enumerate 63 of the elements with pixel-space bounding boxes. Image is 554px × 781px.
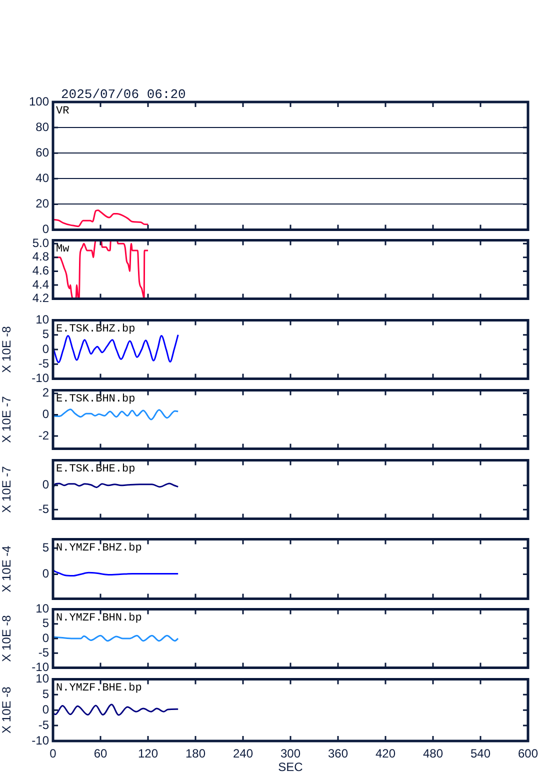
y-axis-title: X 10E -7 <box>0 466 14 513</box>
y-tick-label: 5 <box>42 327 50 342</box>
y-axis-title: X 10E -8 <box>0 686 14 734</box>
y-tick-label: -5 <box>38 718 50 732</box>
y-tick-label: 4.6 <box>32 264 50 278</box>
y-axis-title: X 10E -7 <box>0 396 14 443</box>
y-tick-label: 5 <box>42 540 50 554</box>
y-tick-label: -10 <box>32 733 50 748</box>
x-tick-label: 180 <box>185 746 206 761</box>
y-axis-title: X 10E -8 <box>0 614 14 662</box>
y-tick-label: -5 <box>38 356 50 370</box>
line-series <box>53 209 149 228</box>
x-tick-label: 120 <box>138 746 158 761</box>
x-tick-label: 420 <box>375 746 396 761</box>
y-tick-label: -5 <box>38 502 50 516</box>
y-tick-label: 0 <box>42 566 50 581</box>
chart-title: E.TSK.BHE.bp <box>56 464 136 476</box>
y-tick-label: 4.2 <box>32 291 50 306</box>
chart-title: E.TSK.BHZ.bp <box>56 324 136 336</box>
line-series <box>53 704 179 716</box>
x-tick-label: 300 <box>280 746 301 761</box>
line-series <box>53 334 179 364</box>
x-tick-label: 540 <box>470 746 491 761</box>
y-tick-label: -5 <box>38 645 50 660</box>
y-tick-label: 4.4 <box>32 277 50 292</box>
y-tick-label: 20 <box>36 196 50 211</box>
y-tick-label: 0 <box>42 342 50 356</box>
y-axis-title: X 10E -8 <box>0 326 14 373</box>
y-tick-label: 0 <box>42 630 50 645</box>
y-tick-label: 40 <box>36 170 50 185</box>
y-tick-label: 60 <box>36 145 50 160</box>
y-tick-label: 5 <box>42 616 50 630</box>
x-tick-label: 600 <box>518 746 538 761</box>
y-tick-label: -2 <box>38 428 50 442</box>
y-tick-label: 10 <box>36 602 50 616</box>
x-axis-title: SEC <box>278 760 304 774</box>
x-tick-label: 360 <box>328 746 348 761</box>
y-tick-label: 80 <box>36 120 50 134</box>
line-series <box>53 408 179 420</box>
chart-title: N.YMZF.BHN.bp <box>56 612 142 625</box>
chart-title: E.TSK.BHN.bp <box>56 394 136 406</box>
y-tick-label: 5 <box>42 686 50 701</box>
y-tick-label: 2 <box>42 386 50 400</box>
y-tick-label: 10 <box>36 672 50 686</box>
y-tick-label: 10 <box>36 312 50 327</box>
y-tick-label: -10 <box>32 660 50 674</box>
x-tick-label: 480 <box>422 746 444 761</box>
y-tick-label: 0 <box>42 702 50 716</box>
y-tick-label: 5.0 <box>32 236 50 250</box>
y-tick-label: 0 <box>42 222 50 236</box>
chart-title: Mw <box>56 244 70 256</box>
x-tick-label: 60 <box>94 746 108 761</box>
text: 2025/07/06 06:20 <box>61 86 186 102</box>
chart-title: N.YMZF.BHZ.bp <box>56 542 142 555</box>
y-tick-label: 0 <box>42 478 50 492</box>
x-tick-label: 240 <box>232 746 254 761</box>
y-tick-label: 0 <box>42 407 50 422</box>
chart-title: VR <box>56 105 70 118</box>
y-tick-label: -10 <box>32 371 50 386</box>
chart-title: N.YMZF.BHE.bp <box>56 682 142 695</box>
y-tick-label: 100 <box>28 94 50 108</box>
y-axis-title: X 10E -4 <box>0 545 14 592</box>
y-tick-label: 4.8 <box>32 250 50 264</box>
